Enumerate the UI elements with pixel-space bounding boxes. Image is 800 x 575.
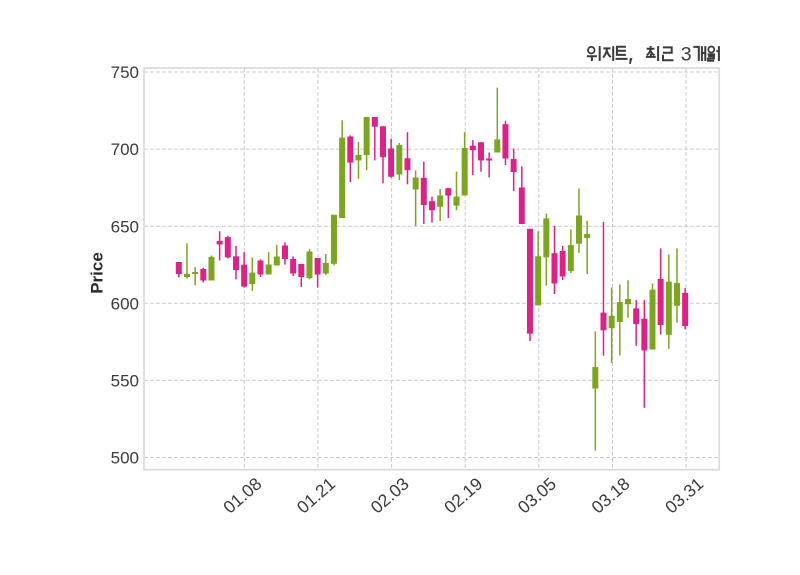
svg-text:700: 700 xyxy=(111,140,139,159)
svg-text:500: 500 xyxy=(111,449,139,468)
svg-text:550: 550 xyxy=(111,372,139,391)
svg-text:3: 3 xyxy=(681,44,692,66)
svg-text:Price: Price xyxy=(87,252,106,294)
svg-text:650: 650 xyxy=(111,217,139,236)
svg-text:750: 750 xyxy=(111,63,139,82)
svg-text:600: 600 xyxy=(111,294,139,313)
